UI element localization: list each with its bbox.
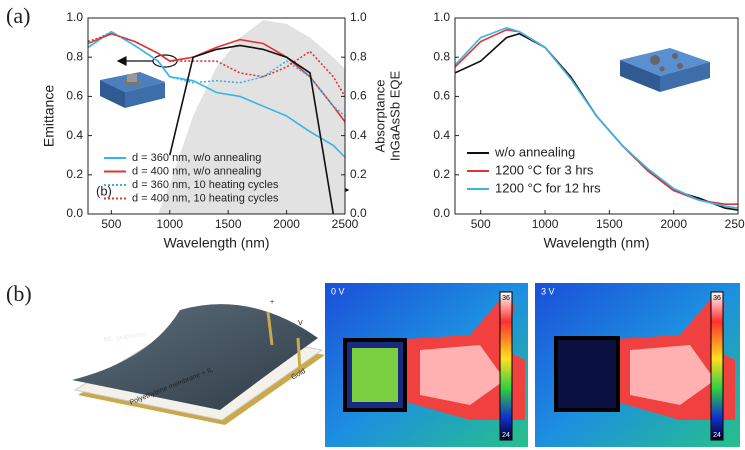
diagram-label: ML-graphene (104, 331, 146, 344)
x-tick-label: 2500 (332, 217, 359, 231)
x-tick-label: 1000 (532, 217, 559, 231)
thermal-label: 3 V (541, 286, 555, 296)
x-tick-label: 1000 (156, 217, 183, 231)
legend-label: 1200 °C for 12 hrs (495, 180, 601, 195)
y-tick-label: 1.0 (66, 10, 83, 24)
y-axis-title: Emittance (41, 85, 57, 147)
legend-label: d = 400 nm, w/o annealing (132, 165, 261, 177)
legend-label: w/o annealing (494, 144, 575, 159)
y-tick-label: 0.0 (433, 206, 450, 220)
y-tick-label: 0.2 (433, 167, 450, 181)
line (88, 32, 345, 97)
y-tick-label: 0.6 (66, 89, 83, 103)
y-tick-label: 1.0 (433, 10, 450, 24)
y2-tick-label: 0.4 (350, 128, 367, 142)
panel-label: (b) (6, 281, 32, 306)
chart: 500 1000 1500 2000 25000.00.20.40.60.81.00.0… (41, 10, 403, 251)
x-axis-title: Wavelength (nm) (543, 235, 649, 251)
y-tick-label: 0.6 (433, 89, 450, 103)
device-diagram: ML-graphene Polyethylene membrane + IL G… (72, 299, 325, 425)
y2-tick-label: 0.6 (350, 89, 367, 103)
x-tick-label: 1500 (596, 217, 623, 231)
y-tick-label: 0.2 (66, 167, 83, 181)
legend-label: d = 360 nm, w/o annealing (132, 152, 261, 164)
y-tick-label: 0.8 (66, 49, 83, 63)
chart: 500 1000 1500 2000 2500 0.0 0.2 0.4 0.6 0.8 1.0 Wav… (433, 10, 745, 251)
thermal-image: 3 V 36 24 (535, 283, 740, 447)
y-tick-label: 0.8 (433, 49, 450, 63)
diagram-label: + (270, 299, 274, 306)
y2-tick-label: 0.2 (350, 167, 367, 181)
legend-label: 1200 °C for 3 hrs (495, 162, 594, 177)
x-tick-label: 2000 (660, 217, 687, 231)
y-tick-label: 0.4 (433, 128, 450, 142)
y2-axis-title: Absorptance (372, 80, 387, 153)
plot-frame (454, 17, 739, 215)
x-axis-title: Wavelength (nm) (163, 235, 269, 251)
line (169, 44, 335, 214)
legend-label: d = 400 nm, 10 heating cycles (132, 192, 279, 204)
line (455, 26, 738, 209)
x-tick-label: 1500 (215, 217, 242, 231)
x-tick-label: 500 (471, 217, 491, 231)
legend-label: d = 360 nm, 10 heating cycles (132, 179, 279, 191)
y2-tick-label: 0.0 (350, 206, 367, 220)
diagram-label: - (305, 332, 308, 339)
y2-tick-label: 0.8 (350, 49, 367, 63)
panel-label: (a) (6, 3, 30, 28)
diagram-label: V (298, 320, 303, 327)
y2-axis-title: InGaAsSb EQE (387, 71, 402, 162)
colorbar-min: 24 (502, 432, 510, 439)
y2-tick-label: 1.0 (350, 10, 367, 24)
y-tick-label: 0.4 (66, 128, 83, 142)
thermal-image: 0 V 36 24 (325, 283, 528, 447)
x-tick-label: 500 (101, 217, 121, 231)
inset-sample (620, 48, 710, 92)
area (88, 20, 345, 214)
colorbar-max: 36 (502, 295, 510, 302)
colorbar-min: 24 (713, 432, 721, 439)
plot-frame (87, 17, 346, 215)
x-tick-label: 2000 (273, 217, 300, 231)
inset-sample (100, 72, 165, 108)
thermal-label: 0 V (331, 286, 345, 296)
annotation: (b) (96, 183, 112, 198)
colorbar-max: 36 (713, 295, 721, 302)
y-tick-label: 0.0 (66, 206, 83, 220)
x-tick-label: 2500 (725, 217, 745, 231)
